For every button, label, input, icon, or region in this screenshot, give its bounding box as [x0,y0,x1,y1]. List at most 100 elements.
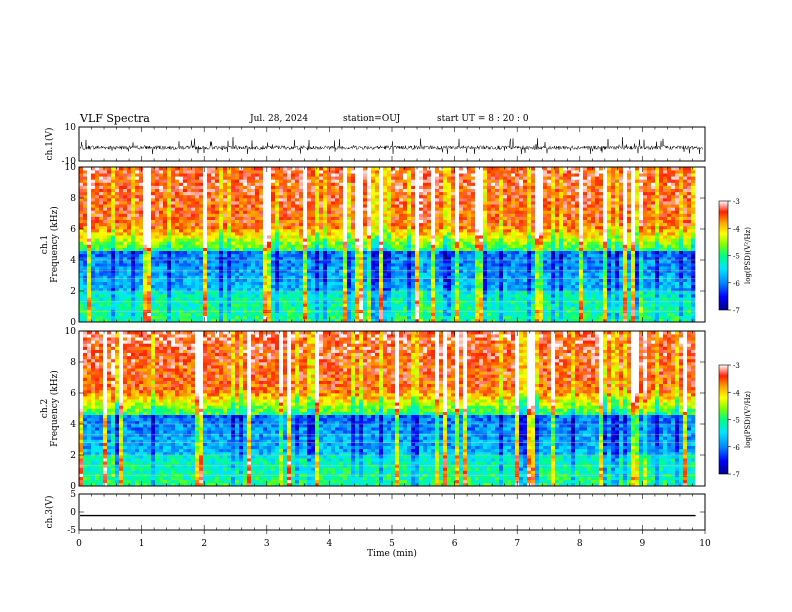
spectrogram-cell [291,216,296,220]
spectrogram-cell [435,176,440,180]
spectrogram-cell [179,250,184,255]
spectrogram-cell [219,297,224,301]
spectrogram-cell [315,222,320,227]
spectrogram-cell [463,179,468,183]
spectrogram-cell [187,275,192,279]
spectrogram-cell [143,225,148,230]
spectrogram-cell [271,281,276,286]
spectrogram-cell [283,170,288,174]
spectrogram-cell [255,210,260,214]
spectrogram-cell [315,229,320,233]
spectrogram-cell [199,232,204,236]
spectrogram-cell [299,297,304,301]
spectrogram-cell [355,225,360,230]
spectrogram-cell [191,204,196,208]
spectrogram-cell [395,281,400,286]
spectrogram-cell [271,256,276,261]
spectrogram-cell [263,247,268,251]
spectrogram-cell [235,201,240,205]
spectrogram-cell [287,256,292,261]
spectrogram-cell [327,287,332,292]
spectrogram-cell [235,170,240,174]
spectrogram-cell [363,306,368,310]
spectrogram-cell [355,198,360,202]
spectrogram-cell [199,238,204,242]
spectrogram-cell [267,250,272,255]
spectrogram-cell [363,235,368,239]
spectrogram-cell [359,235,364,239]
spectrogram-cell [347,260,352,264]
spectrogram-cell [303,198,308,202]
spectrogram-cell [259,306,264,310]
spectrogram-cell [175,232,180,236]
spectrogram-cell [291,312,296,317]
spectrogram-cell [247,287,252,292]
spectrogram-cell [143,297,148,301]
spectrogram-cell [127,281,132,286]
spectrogram-cell [387,198,392,202]
spectrogram-cell [367,229,372,233]
spectrogram-cell [271,315,276,320]
spectrogram-cell [207,170,212,174]
spectrogram-cell [199,253,204,258]
spectrogram-cell [399,229,404,233]
spectrogram-cell [423,182,428,186]
spectrogram-cell [103,281,108,286]
spectrogram-cell [251,185,256,189]
spectrogram-cell [351,247,356,251]
spectrogram-cell [315,173,320,177]
spectrogram-cell [459,204,464,208]
spectrogram-cell [343,253,348,258]
spectrogram-cell [183,167,188,171]
spectrogram-cell [207,204,212,208]
spectrogram-cell [251,263,256,267]
spectrogram-cell [127,216,132,220]
spectrogram-cell [351,241,356,245]
spectrogram-cell [387,179,392,183]
spectrogram-cell [111,188,116,193]
spectrogram-cell [131,229,136,233]
spectrogram-cell [131,278,136,282]
spectrogram-cell [99,222,104,227]
spectrogram-cell [419,260,424,264]
spectrogram-cell [99,297,104,301]
spectrogram-cell [131,244,136,248]
spectrogram-cell [315,315,320,320]
spectrogram-cell [115,291,120,295]
spectrogram-cell [151,188,156,193]
spectrogram-cell [79,238,84,242]
spectrogram-cell [199,204,204,208]
spectrogram-cell [99,210,104,214]
spectrogram-cell [175,250,180,255]
spectrogram-cell [383,278,388,282]
spectrogram-cell [203,219,208,224]
spectrogram-cell [119,198,124,202]
spectrogram-cell [111,232,116,236]
spectrogram-cell [379,207,384,211]
spectrogram-cell [79,306,84,310]
spectrogram-cell [443,303,448,307]
spectrogram-cell [463,294,468,298]
spectrogram-cell [151,318,156,323]
spectrogram-cell [227,188,232,193]
spectrogram-cell [207,306,212,310]
spectrogram-cell [387,272,392,276]
spectrogram-cell [363,194,368,199]
spectrogram-cell [179,213,184,217]
spectrogram-cell [415,222,420,227]
spectrogram-cell [239,222,244,227]
spectrogram-cell [359,312,364,317]
spectrogram-cell [299,260,304,264]
spectrogram-cell [339,170,344,174]
spectrogram-cell [263,235,268,239]
spectrogram-cell [383,182,388,186]
spectrogram-cell [323,250,328,255]
spectrogram-cell [247,294,252,298]
spectrogram-cell [195,222,200,227]
spectrogram-cell [371,241,376,245]
spectrogram-cell [339,287,344,292]
spectrogram-cell [259,179,264,183]
spectrogram-cell [235,173,240,177]
spectrogram-cell [111,170,116,174]
spectrogram-cell [103,173,108,177]
